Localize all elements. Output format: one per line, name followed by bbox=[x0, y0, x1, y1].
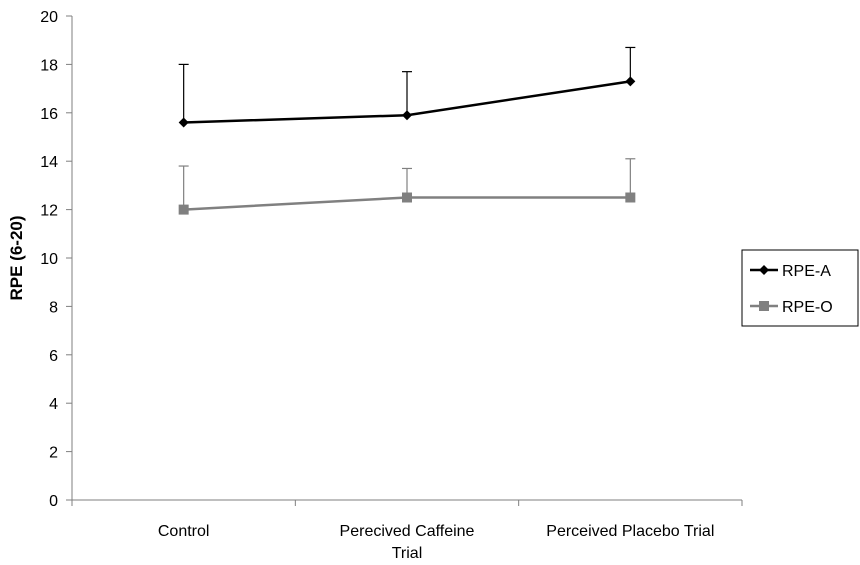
y-tick-label: 12 bbox=[40, 203, 58, 220]
y-tick-label: 14 bbox=[40, 154, 58, 171]
y-axis-ticks: 0 2 4 6 8 10 12 14 16 18 20 bbox=[40, 9, 72, 510]
data-point bbox=[178, 204, 189, 215]
x-tick-label-line: Perceived Placebo Trial bbox=[546, 523, 714, 540]
legend-label: RPE-A bbox=[782, 263, 831, 280]
x-tick-label-line: Perecived Caffeine bbox=[340, 523, 475, 540]
x-tick-label: Perceived Placebo Trial bbox=[546, 523, 714, 540]
y-tick-label: 4 bbox=[49, 396, 58, 413]
y-tick-label: 8 bbox=[49, 299, 58, 316]
y-tick-label: 0 bbox=[49, 493, 58, 510]
x-tick-label-line: Trial bbox=[392, 545, 423, 562]
x-tick-label: Control bbox=[158, 523, 210, 540]
legend-label: RPE-O bbox=[782, 299, 833, 316]
x-tick-label-line: Control bbox=[158, 523, 210, 540]
series-rpe-a bbox=[178, 46, 636, 128]
legend: RPE-A RPE-O bbox=[741, 249, 859, 327]
data-point bbox=[625, 76, 636, 87]
y-axis-label: RPE (6-20) bbox=[7, 215, 26, 300]
data-point bbox=[178, 117, 189, 128]
y-tick-label: 2 bbox=[49, 445, 58, 462]
legend-swatch-marker bbox=[759, 301, 769, 311]
y-tick-label: 10 bbox=[40, 251, 58, 268]
y-tick-label: 6 bbox=[49, 348, 58, 365]
x-axis-ticks: Control Perecived Caffeine Trial Perceived … bbox=[71, 500, 743, 562]
data-point bbox=[402, 192, 412, 203]
y-tick-label: 18 bbox=[40, 57, 58, 74]
series-rpe-o bbox=[178, 158, 636, 215]
y-tick-label: 20 bbox=[40, 9, 58, 26]
legend-box bbox=[741, 249, 859, 327]
data-point bbox=[625, 192, 636, 203]
plot-area bbox=[178, 46, 636, 215]
legend-swatch-marker bbox=[759, 265, 769, 275]
x-tick-label: Perecived Caffeine Trial bbox=[340, 523, 475, 562]
data-point bbox=[402, 110, 412, 121]
y-tick-label: 16 bbox=[40, 106, 58, 123]
